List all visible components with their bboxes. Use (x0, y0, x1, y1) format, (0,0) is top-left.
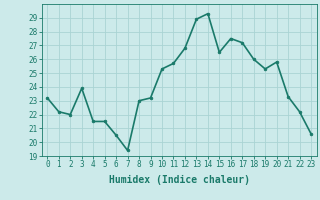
X-axis label: Humidex (Indice chaleur): Humidex (Indice chaleur) (109, 175, 250, 185)
